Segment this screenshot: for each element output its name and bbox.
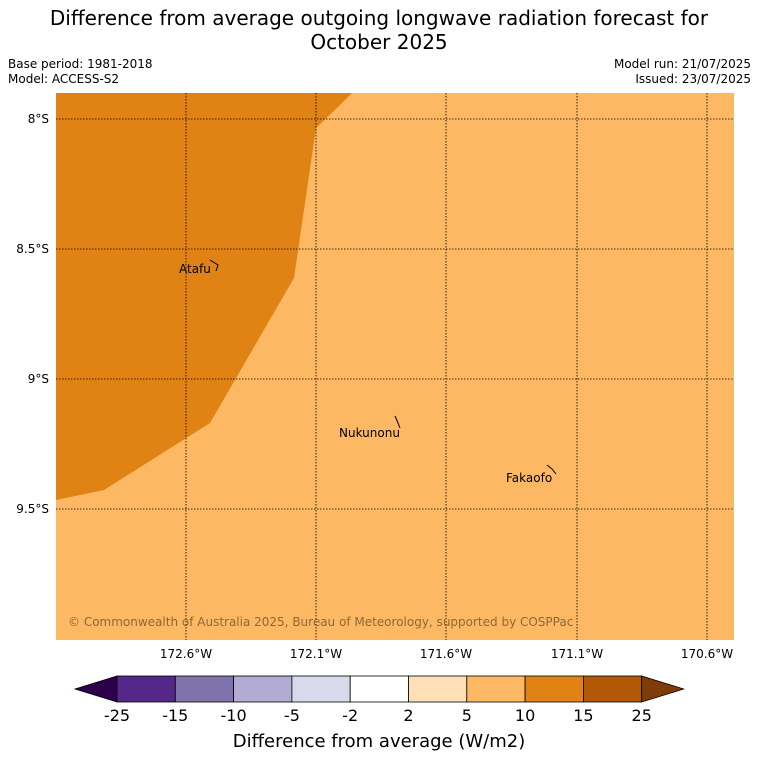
colorbar-segment	[291, 675, 351, 703]
title-line-1: Difference from average outgoing longwav…	[49, 6, 709, 30]
lon-label: 171.6°W	[420, 647, 472, 661]
lat-label: 9°S	[28, 372, 49, 386]
colorbar-segment	[233, 675, 293, 703]
lat-label: 9.5°S	[16, 502, 49, 516]
colorbar-segment	[349, 675, 409, 703]
copyright-notice: © Commonwealth of Australia 2025, Bureau…	[68, 615, 573, 629]
lat-axis-labels: 8°S 8.5°S 9°S 9.5°S	[16, 112, 49, 516]
colorbar-tick-label: 2	[403, 706, 413, 725]
atafu-coastline	[209, 259, 219, 272]
colorbar-extend-high	[641, 675, 686, 703]
issued-date: Issued: 23/07/2025	[635, 72, 751, 86]
lon-label: 170.6°W	[681, 647, 733, 661]
gridlines	[56, 93, 734, 640]
colorbar: -25 -15 -10 -5 -2 2 5 10 15 25	[73, 675, 686, 725]
colorbar-segment	[524, 675, 584, 703]
lon-label: 171.1°W	[551, 647, 603, 661]
lon-label: 172.1°W	[290, 647, 342, 661]
colorbar-extend-low	[73, 675, 118, 703]
colorbar-tick-label: -5	[284, 706, 300, 725]
colorbar-segment	[583, 675, 643, 703]
colorbar-segment	[408, 675, 468, 703]
map-title: Difference from average outgoing longwav…	[0, 6, 758, 54]
model-name: Model: ACCESS-S2	[8, 72, 120, 86]
colorbar-segment	[466, 675, 526, 703]
model-run: Model run: 21/07/2025	[613, 57, 751, 71]
lon-label: 172.6°W	[160, 647, 212, 661]
colorbar-segment	[174, 675, 235, 703]
base-period: Base period: 1981-2018	[8, 57, 153, 71]
colorbar-tick-label: -25	[104, 706, 130, 725]
fakaofo-coastline	[546, 464, 557, 475]
lat-label: 8°S	[28, 112, 49, 126]
nukunonu-coastline	[394, 415, 401, 429]
title-line-2: October 2025	[310, 30, 448, 54]
colorbar-tick-label: -10	[221, 706, 247, 725]
lat-label: 8.5°S	[16, 242, 49, 256]
coastlines	[209, 259, 557, 475]
place-label-fakaofo: Fakaofo	[506, 471, 552, 485]
colorbar-tick-label: 25	[632, 706, 652, 725]
colorbar-label: Difference from average (W/m2)	[232, 731, 526, 752]
place-label-nukunonu: Nukunonu	[339, 426, 400, 440]
meta-right: Model run: 21/07/2025 Issued: 23/07/2025	[614, 57, 751, 87]
colorbar-tick-label: -15	[162, 706, 188, 725]
place-label-atafu: Atafu	[179, 262, 211, 276]
colorbar-segment	[116, 675, 176, 703]
colorbar-tick-label: 5	[462, 706, 472, 725]
lon-axis-labels: 172.6°W 172.1°W 171.6°W 171.1°W 170.6°W	[160, 647, 733, 661]
meta-left: Base period: 1981-2018 Model: ACCESS-S2	[8, 57, 153, 87]
anomaly-region-10-15	[56, 93, 352, 500]
colorbar-tick-label: 15	[573, 706, 593, 725]
map-panel: Atafu Nukunonu Fakaofo © Commonwealth of…	[56, 93, 734, 640]
colorbar-tick-label: -2	[342, 706, 358, 725]
colorbar-tick-label: 10	[515, 706, 535, 725]
